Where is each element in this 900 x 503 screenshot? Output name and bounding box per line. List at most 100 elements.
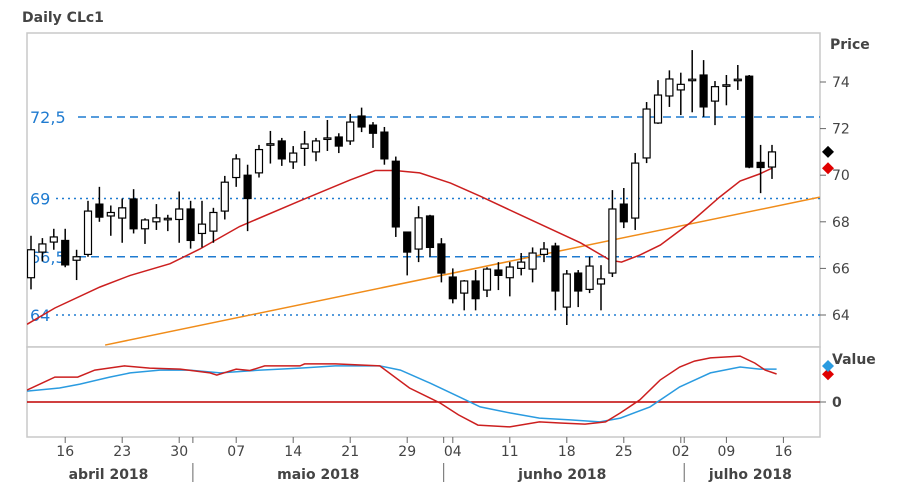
candle-body-up [72,256,81,261]
candle [83,200,93,257]
candle-body-up [163,217,172,221]
candle-body-up [38,243,47,253]
candle [175,191,184,243]
candle-body-up [653,94,663,124]
candle [448,268,457,304]
candle [608,190,617,278]
candle-body-up [517,261,526,270]
candle [368,122,378,148]
candle-body-down [368,124,378,134]
candle [642,102,651,164]
osc-slow-marker [822,360,834,372]
oscillator-frame [26,346,821,438]
candle [585,256,594,294]
candle-body-down [243,174,252,200]
oscillator-slow-line [27,365,777,423]
candle [767,144,777,179]
candle [197,200,207,248]
price-plot-area: 72,5 69 66,5 64 [27,50,820,346]
candle [27,235,36,290]
y-tick-label: 68 [832,215,850,231]
x-tick-label: 09 [717,444,735,460]
candle-body-up [323,137,332,141]
candle [482,267,492,298]
chart-title: Daily CLc1 [22,10,104,26]
candle-body-down [61,239,70,266]
x-tick-label: 23 [113,444,131,460]
trendline [104,196,820,346]
candle [357,107,366,133]
candle-body-up [254,148,264,174]
candle-body-up [152,217,161,223]
candle-body-down [699,74,708,108]
candle-body-up [106,211,115,217]
date-axis: 16 23 30 07 14 21 29 04 11 18 25 02 09 16 abril 2018 ma… [56,437,792,483]
candle [528,247,537,283]
candle [494,262,503,291]
candle [425,214,435,257]
candle-body-down [494,269,503,276]
price-plot-frame [26,32,821,348]
candle [574,270,583,308]
candle-body-up [665,78,674,97]
candle-body-up [49,236,58,243]
candle [551,242,560,311]
candle [209,207,218,243]
level-label: 66,5 [30,248,66,267]
month-label: maio 2018 [277,467,359,483]
candle-body-down [619,203,628,223]
oscillator-fast-line [27,355,777,428]
candle-body-down [391,160,400,228]
candle-body-up [539,248,549,256]
candle [95,186,104,222]
candle [665,70,674,107]
candle-body-down [574,272,583,292]
candle-body-up [710,86,720,102]
candle-body-down [334,136,343,147]
candle-body-down [756,161,765,169]
candle-body-up [676,83,685,91]
last-close-marker [822,145,834,158]
candle-body-up [722,84,731,87]
candle [460,280,469,311]
candle [129,189,138,234]
candle [243,164,252,232]
candle [403,231,412,276]
candle-body-down [403,231,412,253]
osc-fast-marker [822,368,834,381]
candle-body-down [551,245,560,292]
oscillator-area [27,355,820,428]
value-axis-title: Value [832,352,876,368]
candle [756,144,765,194]
x-tick-label: 04 [444,444,462,460]
candle [380,126,389,165]
x-tick-label: 11 [501,444,519,460]
candle [232,154,241,187]
oscillator-panel: 0 [26,346,842,438]
candle-body-down [437,243,446,274]
candle-body-down [186,208,195,242]
candle [414,206,423,263]
candle-body-up [596,278,606,285]
candle-body-up [528,252,537,270]
osc-tick-label: 0 [832,395,842,411]
y-tick-label: 72 [832,122,850,138]
candle [163,214,172,232]
candle [277,137,286,166]
candle [334,133,343,154]
candle [505,262,514,297]
candle [391,156,400,237]
candle [710,81,720,126]
candle [733,64,742,90]
candle-body-up [733,78,742,82]
month-label: junho 2018 [517,467,606,483]
candle-body-up [300,143,309,150]
candle-body-up [585,265,594,290]
month-label: abril 2018 [69,467,149,483]
level-label: 72,5 [30,108,66,127]
candle-body-up [460,280,469,294]
candle-body-up [414,217,423,250]
candle-body-up [608,208,617,274]
candle [61,228,70,268]
y-tick-label: 66 [832,261,850,277]
